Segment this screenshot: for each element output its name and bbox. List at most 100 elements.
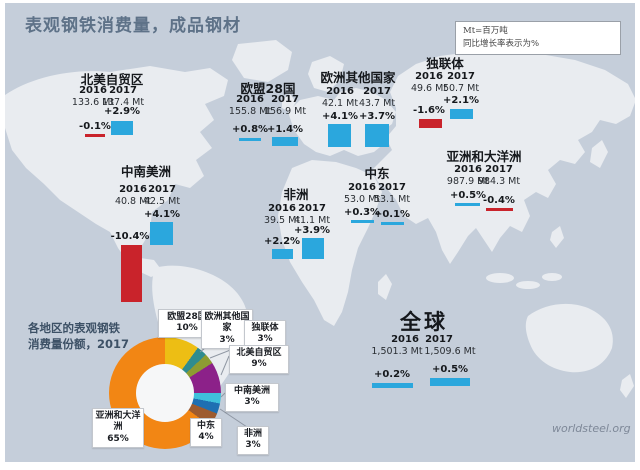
- region-nafta-growth-2016: -0.1%: [79, 121, 111, 132]
- region-middle-east-growth-2016: +0.3%: [343, 207, 381, 218]
- region-csa-growth-2017: +4.1%: [143, 209, 181, 220]
- region-cis-title: 独联体: [426, 56, 464, 71]
- year-label: 2017: [148, 184, 176, 195]
- growth-bar-positive: [272, 249, 293, 259]
- world-growth-2017: +0.5%: [431, 364, 469, 375]
- world-value-2017: 1,509.6 Mt: [424, 346, 476, 357]
- growth-bar-negative: [121, 245, 142, 302]
- region-nafta-value-2017: 137.4 Mt: [101, 97, 145, 108]
- growth-bar-negative: [486, 208, 513, 211]
- region-other-europe-value-2017: 43.7 Mt: [358, 98, 396, 109]
- region-eu28-growth-2016: +0.8%: [231, 124, 269, 135]
- donut-tag-label: 中南美洲: [233, 386, 270, 396]
- year-label: 2017: [447, 71, 475, 82]
- growth-bar-negative: [419, 119, 442, 128]
- region-cis-growth-2016: -1.6%: [413, 105, 445, 116]
- donut-tag-label: 独联体: [251, 323, 279, 333]
- donut-title-line1: 各地区的表观钢铁: [28, 321, 120, 335]
- year-label: 2016: [326, 86, 354, 97]
- year-label: 2017: [425, 334, 453, 345]
- donut-tag-label: 欧洲其他国家: [204, 312, 250, 334]
- growth-bar-positive: [455, 203, 480, 206]
- donut-title-line2: 消费量份额，2017: [28, 336, 130, 351]
- region-cis-value-2017: 50.7 Mt: [442, 83, 480, 94]
- growth-bar-positive: [365, 124, 389, 147]
- growth-bar-positive: [351, 220, 374, 223]
- growth-bar-positive: [302, 238, 324, 259]
- growth-bar-positive: [150, 222, 173, 245]
- year-label: 2016: [415, 71, 443, 82]
- region-cis-value-2016: 49.6 Mt: [410, 83, 448, 94]
- donut-tag-pct: 65%: [107, 433, 129, 444]
- legend-note-box: Mt=百万吨 同比增长率表示为%: [455, 21, 621, 56]
- growth-bar-positive: [430, 378, 470, 386]
- region-africa-title: 非洲: [283, 187, 309, 202]
- region-middle-east-value-2016: 53.0 Mt: [343, 194, 381, 205]
- year-label: 2016: [454, 164, 482, 175]
- region-nafta-growth-2017: +2.9%: [103, 106, 141, 117]
- world-value-2016: 1,501.3 Mt: [371, 346, 423, 357]
- year-label: 2017: [363, 86, 391, 97]
- world-map: [5, 3, 635, 462]
- region-asia-oceania-value-2016: 987.9 Mt: [446, 176, 490, 187]
- donut-tag-nafta: 北美自贸区 9%: [229, 345, 289, 374]
- region-africa-value-2017: 41.1 Mt: [293, 215, 331, 226]
- growth-bar-positive: [272, 137, 298, 146]
- year-label: 2017: [109, 85, 137, 96]
- region-nafta-title: 北美自贸区: [80, 72, 144, 87]
- region-eu28-value-2017: 156.9 Mt: [263, 106, 307, 117]
- donut-tag-label: 欧盟28国: [167, 312, 207, 322]
- donut-tag-pct: 3%: [244, 397, 260, 408]
- region-middle-east-value-2017: 53.1 Mt: [373, 194, 411, 205]
- donut-tag-pct: 3%: [245, 440, 261, 451]
- donut-tag-pct: 3%: [257, 334, 273, 345]
- donut-tag-africa: 非洲 3%: [237, 426, 269, 455]
- region-other-europe-value-2016: 42.1 Mt: [321, 98, 359, 109]
- region-asia-oceania-growth-2016: +0.5%: [449, 190, 487, 201]
- growth-bar-positive: [372, 383, 413, 388]
- region-asia-oceania-value-2017: 984.3 Mt: [477, 176, 521, 187]
- donut-tag-pct: 9%: [251, 359, 267, 370]
- region-csa-value-2017: 42.5 Mt: [143, 196, 181, 207]
- growth-bar-positive: [239, 138, 261, 141]
- world-title: 全球: [400, 310, 448, 334]
- donut-tag-pct: 3%: [219, 334, 235, 345]
- growth-bar-positive: [381, 222, 404, 225]
- year-label: 2017: [271, 94, 299, 105]
- region-africa-growth-2017: +3.9%: [293, 225, 331, 236]
- year-label: 2017: [298, 203, 326, 214]
- region-csa-value-2016: 40.8 Mt: [114, 196, 152, 207]
- region-asia-oceania-growth-2017: -0.4%: [483, 195, 515, 206]
- year-label: 2016: [79, 85, 107, 96]
- region-nafta-value-2016: 133.6 Mt: [71, 97, 115, 108]
- donut-tag-pct: 4%: [198, 432, 214, 443]
- region-eu28-value-2016: 155.8 Mt: [228, 106, 272, 117]
- donut-title: 各地区的表观钢铁 消费量份额，2017: [28, 321, 148, 352]
- year-label: 2016: [268, 203, 296, 214]
- year-label: 2016: [348, 182, 376, 193]
- year-label: 2016: [236, 94, 264, 105]
- donut-hole: [136, 364, 194, 422]
- region-eu28-title: 欧盟28国: [240, 81, 296, 96]
- growth-bar-positive: [450, 109, 473, 119]
- region-other-europe-growth-2016: +4.1%: [321, 111, 359, 122]
- year-label: 2016: [391, 334, 419, 345]
- year-label: 2017: [378, 182, 406, 193]
- donut-tag-label: 非洲: [243, 429, 262, 439]
- growth-bar-positive: [328, 124, 351, 147]
- region-middle-east-growth-2017: +0.1%: [373, 209, 411, 220]
- region-asia-oceania-title: 亚洲和大洋洲: [446, 149, 522, 164]
- region-eu28-growth-2017: +1.4%: [266, 124, 304, 135]
- growth-bar-negative: [85, 134, 105, 137]
- worldsteel-credit: worldsteel.org: [552, 422, 631, 435]
- region-other-europe-growth-2017: +3.7%: [358, 111, 396, 122]
- donut-tag-middle-east: 中东 4%: [190, 418, 222, 447]
- growth-bar-positive: [111, 121, 133, 135]
- region-cis-growth-2017: +2.1%: [442, 95, 480, 106]
- donut-tag-csa: 中南美洲 3%: [225, 383, 279, 412]
- donut-tag-label: 亚洲和大洋洲: [95, 411, 141, 433]
- year-label: 2017: [485, 164, 513, 175]
- year-label: 2016: [119, 184, 147, 195]
- donut-tag-label: 北美自贸区: [236, 348, 282, 358]
